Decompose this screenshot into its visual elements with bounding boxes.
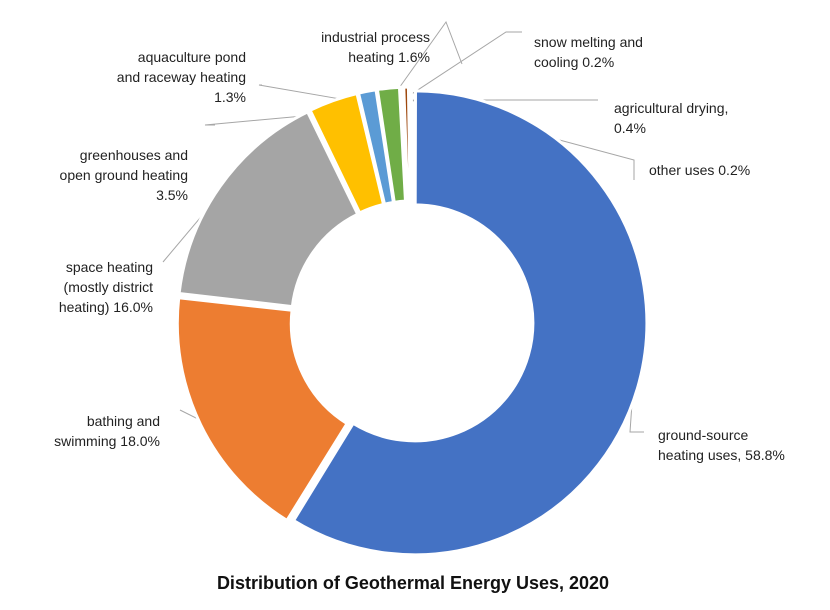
slice-labels: ground-source heating uses, 58.8% bathing … [54, 29, 785, 463]
data-label-other-uses: other uses 0.2% [649, 162, 750, 178]
chart-title: Distribution of Geothermal Energy Uses, … [217, 573, 609, 593]
leader-line-snow-melting-and-cooling [401, 31, 522, 101]
data-label-bathing-and-swimming: bathing and swimming 18.0% [54, 413, 160, 449]
leader-line-aquaculture-pond-and-raceway-heating [258, 84, 370, 105]
data-label-aquaculture-pond-and-raceway-heating: aquaculture pond and raceway heating 1.3% [117, 49, 246, 105]
data-label-agricultural-drying: agricultural drying, 0.4% [614, 100, 728, 136]
data-label-greenhouses-and-open-ground-heating: greenhouses and open ground heating 3.5% [60, 147, 188, 203]
leader-line-greenhouses-and-open-ground-heating [204, 112, 338, 126]
slice-other-uses [408, 85, 414, 203]
slice-bathing-and-swimming [175, 296, 350, 523]
data-label-snow-melting-and-cooling: snow melting and cooling 0.2% [534, 34, 643, 70]
slice-space-heating-mostly-district-heating [177, 109, 360, 309]
donut-slices [175, 85, 649, 557]
data-label-industrial-process-heating: industrial process heating 1.6% [321, 29, 430, 65]
data-label-ground-source-heating-uses: ground-source heating uses, 58.8% [658, 427, 785, 463]
leader-line-industrial-process-heating [389, 20, 463, 102]
data-label-space-heating-mostly-district-heating: space heating (mostly district heating) 16… [59, 259, 153, 315]
slice-ground-source-heating-uses [291, 89, 649, 557]
